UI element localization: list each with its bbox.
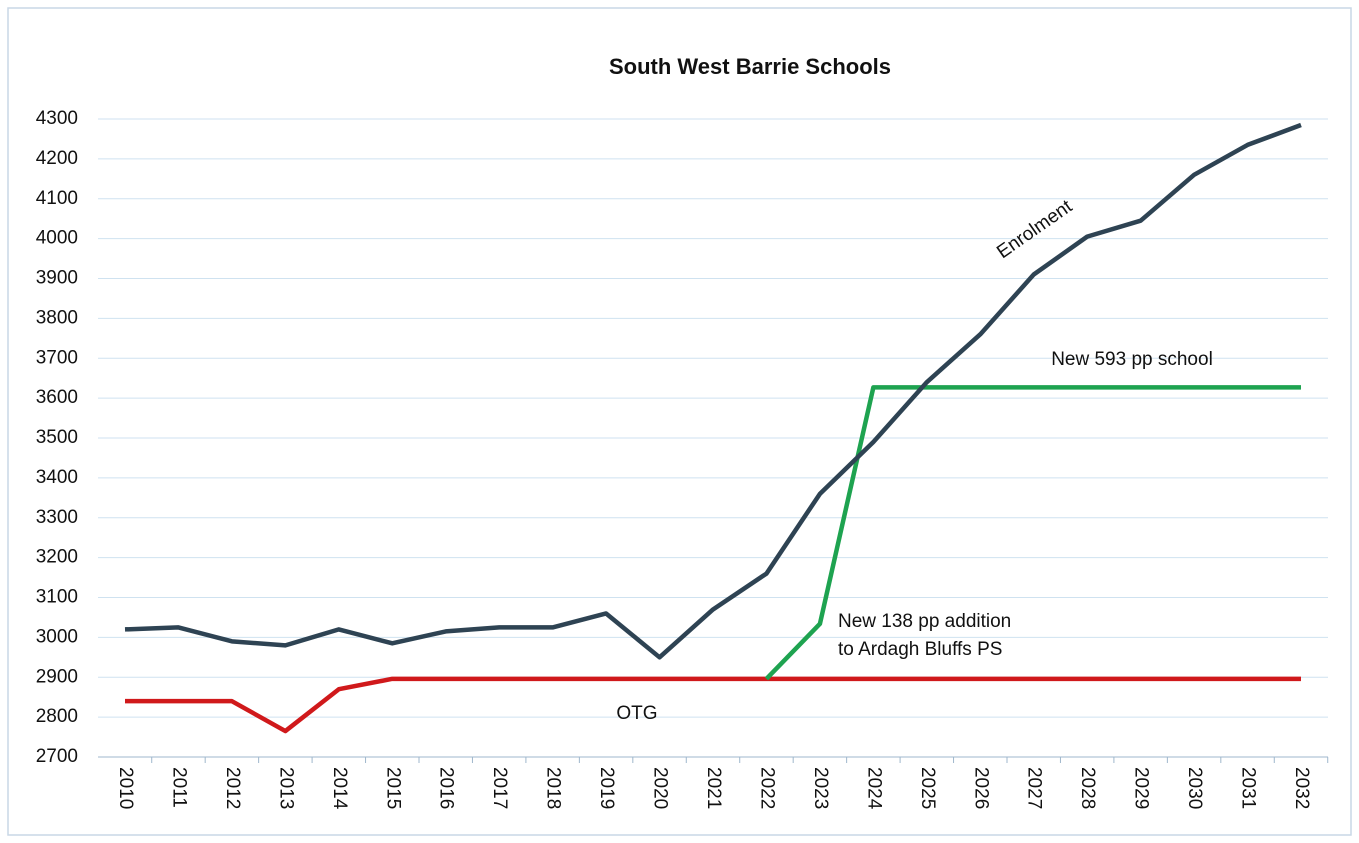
x-tick-label: 2012	[222, 767, 243, 809]
x-tick-label: 2016	[436, 767, 457, 809]
y-tick-label: 2800	[36, 706, 78, 727]
y-tick-label: 4000	[36, 228, 78, 249]
chart-border	[7, 7, 1352, 836]
x-tick-label: 2027	[1024, 767, 1045, 809]
x-tick-label: 2018	[543, 767, 564, 809]
y-tick-label: 3500	[36, 427, 78, 448]
annotation: OTG	[616, 703, 657, 724]
y-tick-label: 3200	[36, 547, 78, 568]
x-tick-label: 2021	[703, 767, 724, 809]
x-tick-label: 2025	[917, 767, 938, 809]
x-tick-label: 2028	[1077, 767, 1098, 809]
series-line	[764, 385, 1301, 681]
x-tick-label: 2022	[756, 767, 777, 809]
x-tick-label: 2024	[863, 767, 884, 810]
y-tick-label: 3400	[36, 467, 78, 488]
x-tick-label: 2011	[168, 767, 189, 808]
x-tick-label: 2010	[115, 767, 136, 809]
x-tick-label: 2030	[1184, 767, 1205, 809]
y-tick-label: 2900	[36, 666, 78, 687]
x-tick-label: 2015	[382, 767, 403, 809]
x-tick-label: 2029	[1131, 767, 1152, 809]
x-tick-label: 2013	[275, 767, 296, 809]
y-tick-label: 2700	[36, 746, 78, 767]
x-tick-label: 2017	[489, 767, 510, 809]
y-tick-label: 3600	[36, 387, 78, 408]
x-tick-label: 2032	[1291, 767, 1312, 809]
y-tick-label: 3000	[36, 626, 78, 647]
y-tick-label: 3100	[36, 587, 78, 608]
y-tick-label: 4100	[36, 188, 78, 209]
x-tick-label: 2023	[810, 767, 831, 809]
y-tick-label: 4200	[36, 148, 78, 169]
chart-title: South West Barrie Schools	[609, 54, 891, 79]
annotation: to Ardagh Bluffs PS	[838, 639, 1002, 660]
series-line	[124, 122, 1302, 660]
x-tick-label: 2020	[650, 767, 671, 809]
x-tick-label: 2031	[1238, 767, 1259, 809]
y-tick-label: 3800	[36, 307, 78, 328]
annotation: New 138 pp addition	[838, 611, 1011, 632]
y-tick-label: 3900	[36, 268, 78, 289]
x-tick-label: 2014	[329, 767, 350, 810]
y-tick-label: 3700	[36, 347, 78, 368]
annotation: New 593 pp school	[1051, 349, 1213, 370]
series-line	[125, 676, 1301, 734]
x-tick-label: 2019	[596, 767, 617, 809]
y-tick-label: 3300	[36, 507, 78, 528]
y-tick-label: 4300	[36, 108, 78, 129]
x-tick-label: 2026	[970, 767, 991, 809]
